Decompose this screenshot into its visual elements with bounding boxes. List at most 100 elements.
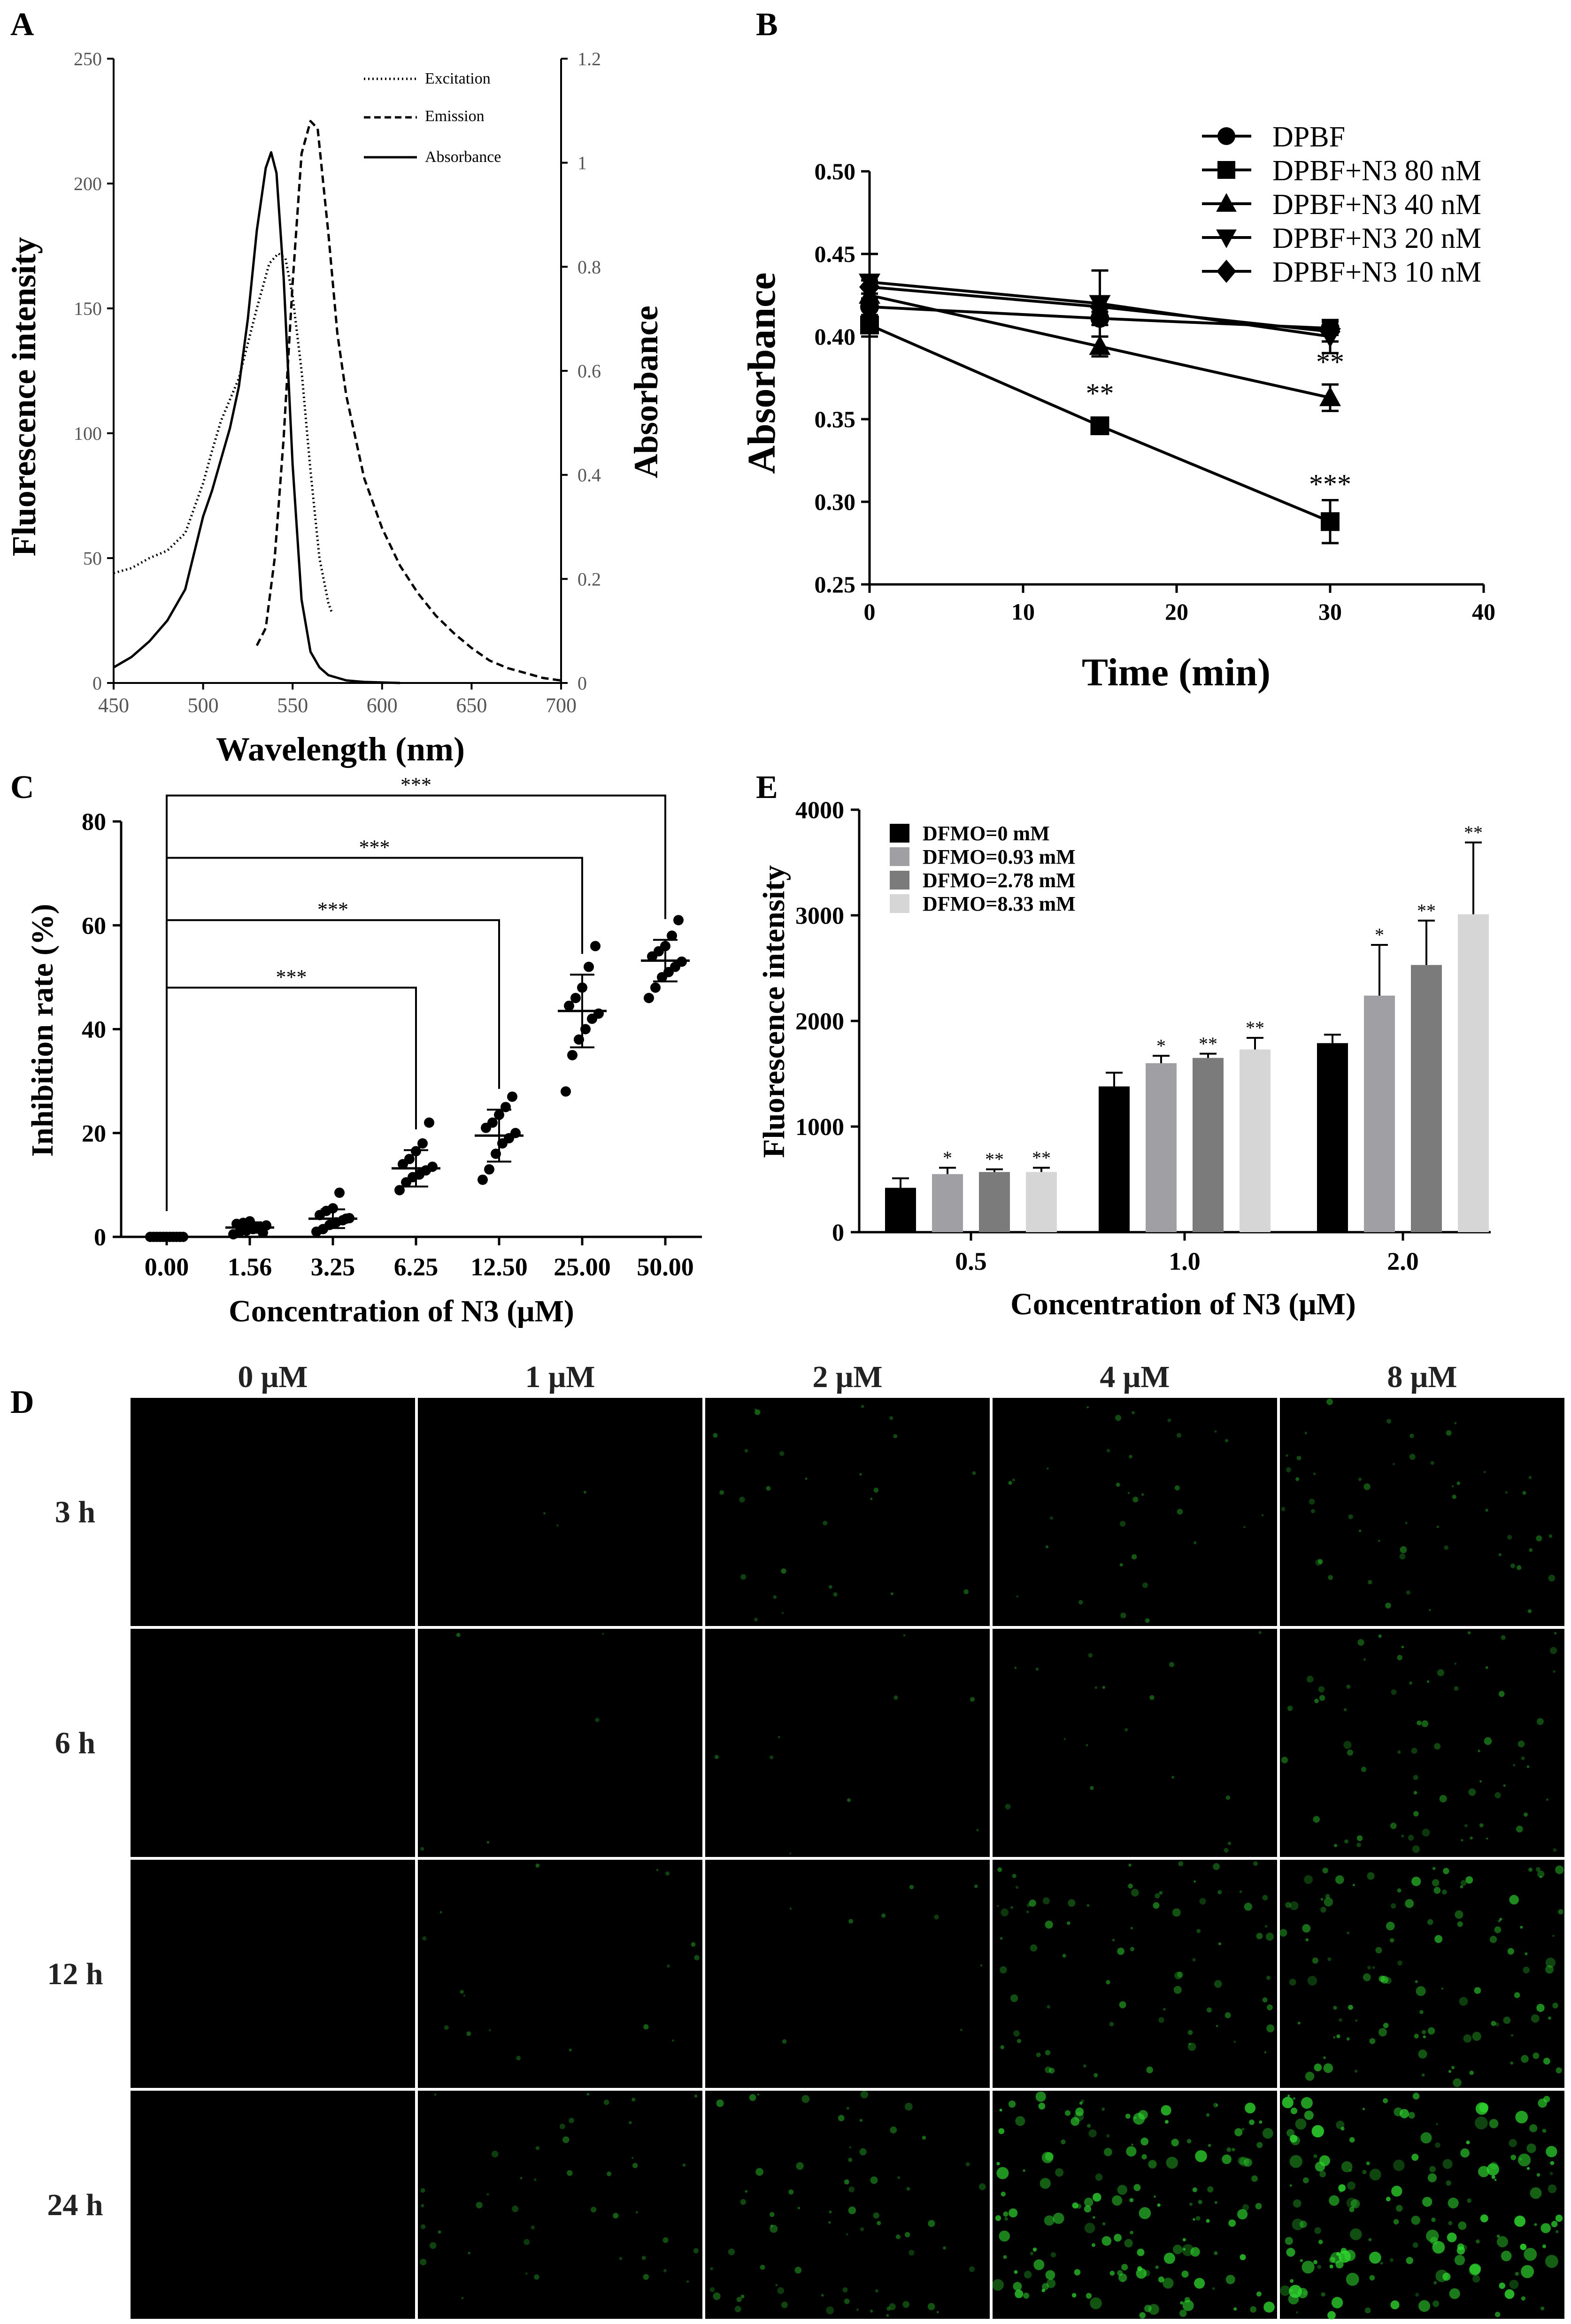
d-fluorescent-cell xyxy=(943,2246,946,2250)
d-fluorescent-cell xyxy=(1214,2201,1217,2204)
d-fluorescent-cell xyxy=(1545,1957,1556,1968)
d-fluorescent-cell xyxy=(1526,2167,1530,2170)
d-fluorescent-cell xyxy=(488,2029,491,2032)
d-fluorescent-cell xyxy=(1207,2007,1212,2013)
c-point xyxy=(424,1117,434,1128)
d-fluorescent-cell xyxy=(1431,2217,1436,2222)
d-fluorescent-cell xyxy=(777,2287,785,2294)
d-fluorescent-cell xyxy=(833,1592,838,1597)
d-fluorescent-cell xyxy=(1540,2306,1545,2310)
b-x-tick-label: 20 xyxy=(1165,598,1188,625)
d-fluorescent-cell xyxy=(1400,2109,1409,2118)
d-fluorescent-cell xyxy=(1369,2169,1381,2181)
d-fluorescent-cell xyxy=(1378,2028,1387,2037)
d-fluorescent-cell xyxy=(1304,2110,1314,2120)
d-fluorescent-cell xyxy=(1300,2259,1303,2263)
d-fluorescent-cell xyxy=(1179,2309,1187,2317)
d-fluorescent-cell xyxy=(694,2094,698,2098)
d-fluorescent-cell xyxy=(1078,1600,1083,1605)
d-fluorescent-cell xyxy=(1454,1422,1457,1425)
d-fluorescent-cell xyxy=(1256,2142,1263,2148)
c-point xyxy=(673,915,684,926)
d-fluorescent-cell xyxy=(1003,2255,1007,2259)
d-fluorescent-cell xyxy=(1289,2155,1302,2168)
d-fluorescent-cell xyxy=(745,2190,748,2193)
d-fluorescent-cell xyxy=(873,1488,879,1493)
d-fluorescent-cell xyxy=(1010,1906,1013,1909)
d-fluorescent-cell xyxy=(1265,1933,1274,1941)
d-fluorescent-cell xyxy=(1451,2066,1455,2070)
d-fluorescent-cell xyxy=(1357,1639,1364,1646)
d-fluorescent-cell xyxy=(1498,1919,1501,1923)
d-fluorescent-cell xyxy=(1347,1931,1350,1934)
d-fluorescent-cell xyxy=(754,1618,758,1622)
a-legend-excitation: Excitation xyxy=(425,70,491,87)
d-fluorescent-cell xyxy=(1537,1718,1544,1725)
d-fluorescent-cell xyxy=(960,2029,963,2031)
d-fluorescent-cell xyxy=(755,2168,763,2176)
d-fluorescent-cell xyxy=(1468,1788,1476,1796)
c-point xyxy=(644,993,654,1004)
d-micrograph-cell xyxy=(702,2088,993,2322)
d-fluorescent-cell xyxy=(1194,1541,1197,1544)
d-fluorescent-cell xyxy=(1161,2105,1171,2116)
c-point xyxy=(564,1000,574,1011)
d-fluorescent-cell xyxy=(1050,1516,1053,1520)
d-fluorescent-cell xyxy=(1446,2180,1451,2186)
d-fluorescent-cell xyxy=(1101,2107,1105,2111)
c-point xyxy=(258,1227,268,1238)
d-fluorescent-cell xyxy=(963,1589,969,1595)
d-fluorescent-cell xyxy=(1474,1987,1481,1994)
d-fluorescent-cell xyxy=(1042,2283,1049,2290)
a-legend-emission: Emission xyxy=(425,107,485,125)
d-fluorescent-cell xyxy=(1038,2102,1046,2110)
e-x-label: Concentration of N3 (μM) xyxy=(1010,1287,1356,1321)
e-bar xyxy=(1099,1086,1130,1232)
d-fluorescent-cell xyxy=(422,1936,427,1941)
d-fluorescent-cell xyxy=(1281,1756,1288,1764)
d-fluorescent-cell xyxy=(535,2146,539,2150)
d-fluorescent-cell xyxy=(1529,2124,1538,2132)
b-y-tick-label: 0.35 xyxy=(815,406,856,432)
d-fluorescent-cell xyxy=(1453,2078,1462,2087)
d-fluorescent-cell xyxy=(1095,2173,1103,2181)
c-y-tick-label: 80 xyxy=(82,809,106,836)
d-fluorescent-cell xyxy=(1036,2052,1041,2057)
d-fluorescent-cell xyxy=(1125,2113,1131,2119)
d-fluorescent-cell xyxy=(1408,1834,1414,1841)
a-y2-tick-label: 0.2 xyxy=(578,568,601,590)
d-fluorescent-cell xyxy=(997,1867,1002,1872)
d-fluorescent-cell xyxy=(736,2297,742,2302)
d-row-label: 24 h xyxy=(47,2188,103,2222)
b-legend-marker xyxy=(1216,193,1237,212)
b-x-tick-label: 10 xyxy=(1011,598,1035,625)
d-fluorescent-cell xyxy=(1286,1467,1291,1473)
d-fluorescent-cell xyxy=(1068,1899,1076,1907)
b-y-tick-label: 0.50 xyxy=(815,158,856,184)
d-fluorescent-cell xyxy=(1323,2056,1326,2059)
d-fluorescent-cell xyxy=(1390,2300,1400,2309)
d-fluorescent-cell xyxy=(1494,2311,1501,2317)
d-fluorescent-cell xyxy=(1167,1418,1171,1422)
d-fluorescent-cell xyxy=(1234,2128,1243,2137)
d-column-label: 0 μM xyxy=(238,1360,308,1394)
d-fluorescent-cell xyxy=(1515,2110,1528,2124)
d-fluorescent-cell xyxy=(1486,1837,1488,1840)
d-fluorescent-cell xyxy=(1413,1791,1417,1795)
b-legend-marker xyxy=(1217,127,1235,145)
d-fluorescent-cell xyxy=(1314,2063,1322,2071)
d-fluorescent-cell xyxy=(586,2093,590,2096)
d-column-label: 8 μM xyxy=(1387,1360,1457,1394)
d-fluorescent-cell xyxy=(1311,1509,1315,1513)
d-fluorescent-cell xyxy=(1296,1456,1301,1460)
d-fluorescent-cell xyxy=(1159,1891,1163,1895)
c-bracket-label: *** xyxy=(317,898,348,921)
e-bar xyxy=(979,1172,1010,1232)
panel-d: 0 μM 1 μM 2 μM 4 μM 8 μM 3 h 6 h 12 h 24 h xyxy=(47,1360,1567,2322)
d-fluorescent-cell xyxy=(757,2094,760,2096)
c-x-tick-label: 3.25 xyxy=(311,1253,355,1281)
d-fluorescent-cell xyxy=(1286,2247,1295,2257)
d-fluorescent-cell xyxy=(1461,1880,1467,1886)
d-fluorescent-cell xyxy=(1333,2006,1337,2010)
d-fluorescent-cell xyxy=(1362,2108,1365,2110)
